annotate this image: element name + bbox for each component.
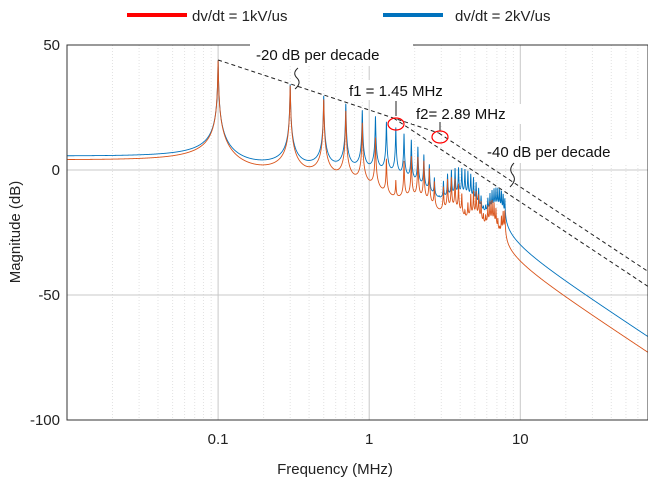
f1-marker-circle xyxy=(387,117,405,131)
plot-frame xyxy=(66,44,648,421)
x-tick-label: 10 xyxy=(512,431,529,448)
legend-label-series-1: dv/dt = 1kV/us xyxy=(192,8,287,25)
annotation-leader-slope-20db xyxy=(294,67,300,90)
y-tick-label: -100 xyxy=(30,412,60,429)
annotation-slope-20db: -20 dB per decade xyxy=(256,47,379,64)
legend-label-series-2: dv/dt = 2kV/us xyxy=(455,8,550,25)
envelope-asymptote-40db-f1 xyxy=(393,117,648,287)
annotation-slope-40db: -40 dB per decade xyxy=(487,144,610,161)
annotation-f2: f2= 2.89 MHz xyxy=(416,106,506,123)
series-line-2kv xyxy=(67,60,648,337)
annotation-f1: f1 = 1.45 MHz xyxy=(349,83,443,100)
y-axis: 50 0 -50 -100 xyxy=(30,37,60,429)
envelope-asymptote-20db xyxy=(217,59,440,134)
grid xyxy=(66,44,648,421)
x-tick-label: 1 xyxy=(365,431,373,448)
series-line-1kv xyxy=(67,60,648,353)
legend: dv/dt = 1kV/us dv/dt = 2kV/us xyxy=(127,8,550,25)
y-tick-label: 0 xyxy=(52,162,60,179)
y-tick-label: -50 xyxy=(38,287,60,304)
annotation-leader-slope-40db xyxy=(509,162,515,188)
y-axis-label: Magnitude (dB) xyxy=(7,181,24,284)
x-axis-label: Frequency (MHz) xyxy=(277,461,393,478)
f2-marker-circle xyxy=(431,130,449,144)
y-tick-label: 50 xyxy=(43,37,60,54)
x-axis: 0.1 1 10 xyxy=(208,431,529,448)
x-tick-label: 0.1 xyxy=(208,431,229,448)
annotations: -20 dB per decade f1 = 1.45 MHz f2= 2.89… xyxy=(250,44,641,188)
